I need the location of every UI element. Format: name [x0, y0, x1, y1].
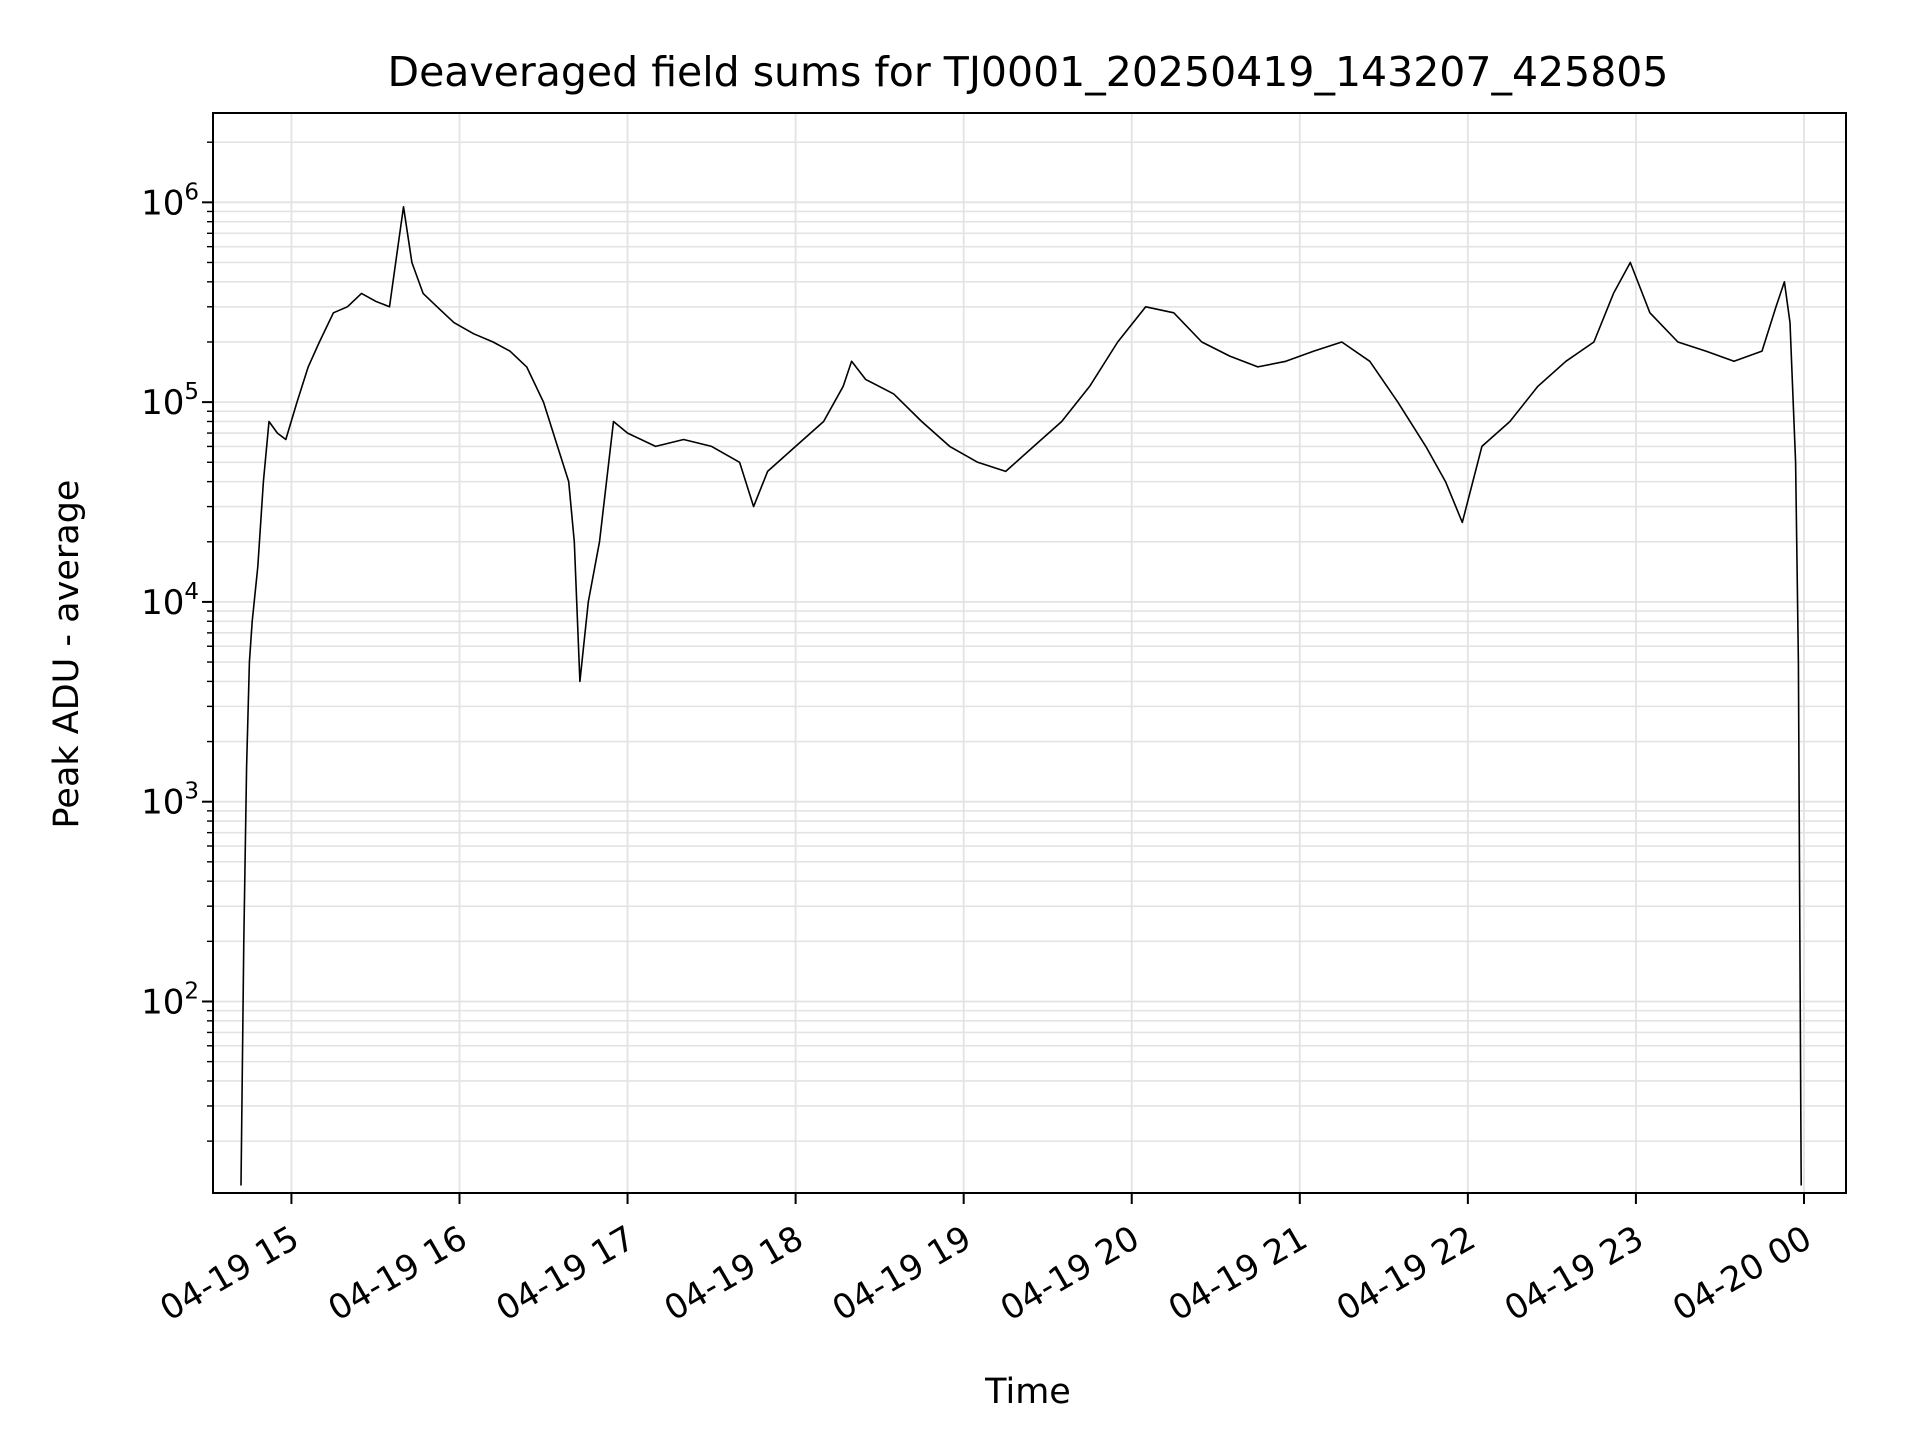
plot-frame	[212, 112, 1847, 1194]
x-axis-label: Time	[984, 1372, 1071, 1412]
grid-lines	[213, 113, 1846, 1193]
y-axis: 102 103 104 105 106	[141, 141, 213, 1142]
y-tick-label: 105	[141, 379, 199, 423]
y-tick-label: 106	[141, 179, 199, 223]
chart-title: Deaveraged field sums for TJ0001_2025041…	[388, 48, 1669, 96]
y-axis-label: Peak ADU - average	[47, 480, 87, 829]
series-line	[240, 206, 1802, 1186]
y-tick-label: 102	[141, 978, 199, 1022]
y-tick-label: 103	[141, 779, 199, 823]
series-layer	[240, 206, 1802, 1186]
y-tick-label: 104	[141, 579, 199, 623]
